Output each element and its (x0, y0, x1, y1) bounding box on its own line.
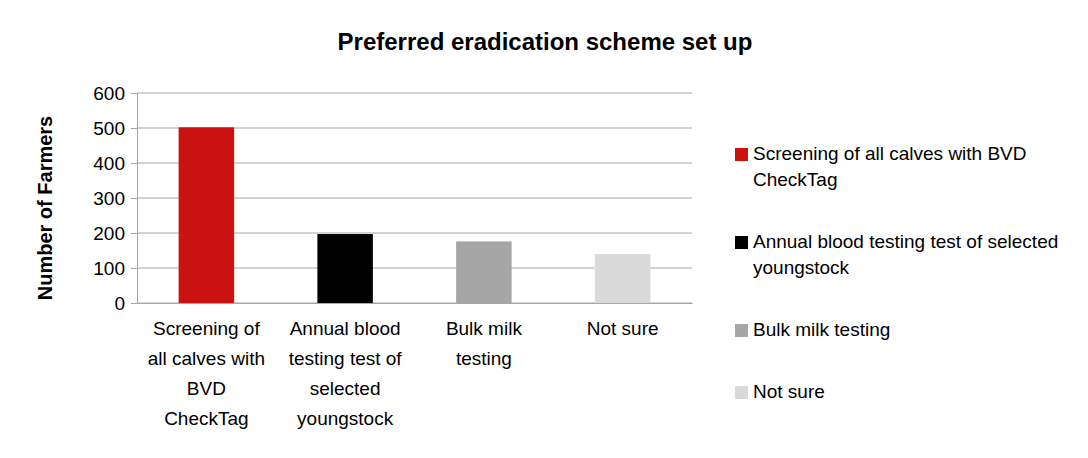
x-tick-label: Not sure (587, 318, 659, 339)
bar (456, 241, 512, 303)
y-axis: 0 100 200 300 400 500 600 (93, 83, 137, 314)
text-line: Annual blood testing test of selected (753, 231, 1058, 252)
bars (179, 127, 651, 303)
grid (137, 93, 692, 303)
text-line: CheckTag (164, 408, 249, 429)
text-line: selected (310, 378, 381, 399)
y-axis-title: Number of Farmers (34, 116, 56, 301)
legend-label: Screening of all calves with BVD CheckTag (753, 143, 1027, 190)
y-tick: 100 (93, 258, 137, 279)
y-tick-label: 500 (93, 118, 125, 139)
text-line: Screening of all calves with BVD (753, 143, 1027, 164)
text-line: Screening of (153, 318, 260, 339)
text-line: Bulk milk testing (753, 319, 890, 340)
bar (179, 127, 235, 303)
y-tick-label: 300 (93, 188, 125, 209)
y-tick: 0 (114, 293, 137, 314)
text-line: youngstock (753, 257, 850, 278)
text-line: Annual blood (290, 318, 401, 339)
text-line: youngstock (297, 408, 394, 429)
title: Preferred eradication scheme set up (338, 28, 753, 55)
bar (317, 234, 373, 303)
grid-line (137, 93, 692, 94)
y-tick: 200 (93, 223, 137, 244)
legend-item: Annual blood testing test of selected you… (735, 231, 1058, 278)
text-line: Not sure (753, 381, 825, 402)
chart: Preferred eradication scheme set up 0 100 2… (0, 0, 1088, 458)
legend-label: Annual blood testing test of selected you… (753, 231, 1058, 278)
text-line: Bulk milk (446, 318, 523, 339)
bar (595, 254, 651, 303)
x-axis-line (138, 303, 693, 304)
y-tick-label: 200 (93, 223, 125, 244)
y-tick: 300 (93, 188, 137, 209)
y-tick: 400 (93, 153, 137, 174)
y-tick-label: 400 (93, 153, 125, 174)
x-tick-label: Screening of all calves with BVD CheckTag (148, 318, 265, 429)
text-line: BVD (187, 378, 226, 399)
y-tick-label: 100 (93, 258, 125, 279)
legend-swatch (735, 386, 748, 399)
y-tick-mark (131, 128, 137, 129)
legend-item: Bulk milk testing (735, 319, 890, 340)
x-tick: Annual blood testing test of selected young… (289, 303, 403, 429)
legend-label: Not sure (753, 381, 825, 402)
x-tick: Bulk milk testing (446, 303, 523, 369)
legend-swatch (735, 236, 748, 249)
y-tick-mark (131, 303, 137, 304)
y-tick-mark (131, 163, 137, 164)
legend-label: Bulk milk testing (753, 319, 890, 340)
y-tick-label: 0 (114, 293, 125, 314)
x-axis: Screening of all calves with BVD CheckTag An… (138, 303, 693, 429)
y-tick-mark (131, 93, 137, 94)
y-tick: 500 (93, 118, 137, 139)
text-line: testing (456, 348, 512, 369)
y-tick-mark (131, 233, 137, 234)
text-line: Not sure (587, 318, 659, 339)
legend-item: Not sure (735, 381, 825, 402)
y-tick-mark (131, 268, 137, 269)
text-line: all calves with (148, 348, 265, 369)
legend-swatch (735, 324, 748, 337)
y-axis-line (131, 94, 138, 304)
text-line: CheckTag (753, 169, 838, 190)
x-tick: Not sure (587, 303, 659, 339)
y-tick-mark (131, 198, 137, 199)
x-tick: Screening of all calves with BVD CheckTag (148, 303, 265, 429)
legend-item: Screening of all calves with BVD CheckTag (735, 143, 1027, 190)
x-tick-label: Bulk milk testing (446, 318, 523, 369)
y-tick: 600 (93, 83, 137, 104)
y-tick-label: 600 (93, 83, 125, 104)
legend-swatch (735, 148, 748, 161)
legend: Screening of all calves with BVD CheckTag… (735, 143, 1058, 402)
x-tick-label: Annual blood testing test of selected young… (289, 318, 403, 429)
text-line: testing test of (289, 348, 403, 369)
